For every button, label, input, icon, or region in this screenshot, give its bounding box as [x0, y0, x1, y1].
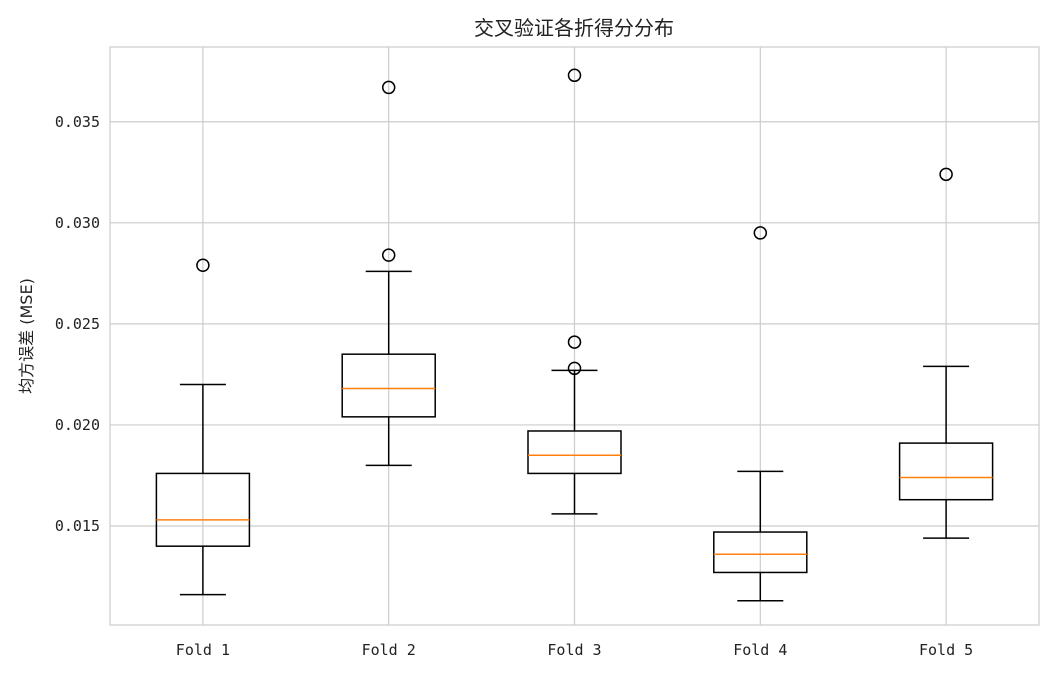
- outlier-point: [567, 335, 582, 349]
- x-tick-label: Fold 4: [733, 641, 787, 659]
- y-tick-label: 0.030: [55, 214, 100, 232]
- x-tick-label: Fold 1: [176, 641, 230, 659]
- box-iqr: [527, 430, 622, 475]
- box-group: [155, 258, 251, 596]
- plot-area-frame: [109, 46, 1040, 626]
- outlier-point: [381, 80, 396, 95]
- box-iqr: [898, 442, 994, 501]
- outlier-point: [196, 258, 210, 273]
- box-group: [527, 68, 622, 515]
- y-tick-label: 0.020: [55, 416, 100, 434]
- x-tick-label: Fold 2: [362, 641, 416, 659]
- box-iqr: [155, 472, 251, 547]
- y-axis-ticks: 0.015 0.020 0.025 0.030 0.035: [55, 113, 100, 535]
- x-tick-label: Fold 3: [547, 641, 601, 659]
- outlier-point: [381, 248, 396, 262]
- y-tick-label: 0.035: [55, 113, 100, 131]
- boxes-layer: [155, 68, 994, 602]
- outlier-point: [567, 68, 582, 83]
- x-axis-ticks: Fold 1 Fold 2 Fold 3 Fold 4 Fold 5: [176, 641, 973, 659]
- y-tick-label: 0.025: [55, 315, 100, 333]
- box-iqr: [341, 353, 436, 418]
- outlier-point: [939, 167, 953, 182]
- box-group: [341, 80, 436, 467]
- outlier-point: [567, 361, 582, 376]
- outlier-point: [753, 226, 768, 240]
- box-group: [713, 226, 808, 602]
- chart-title: 交叉验证各折得分分布: [474, 16, 674, 40]
- box-iqr: [713, 531, 808, 574]
- y-tick-label: 0.015: [55, 517, 100, 535]
- box-group: [898, 167, 994, 539]
- x-tick-label: Fold 5: [919, 641, 973, 659]
- y-axis-label: 均方误差 (MSE): [17, 278, 36, 394]
